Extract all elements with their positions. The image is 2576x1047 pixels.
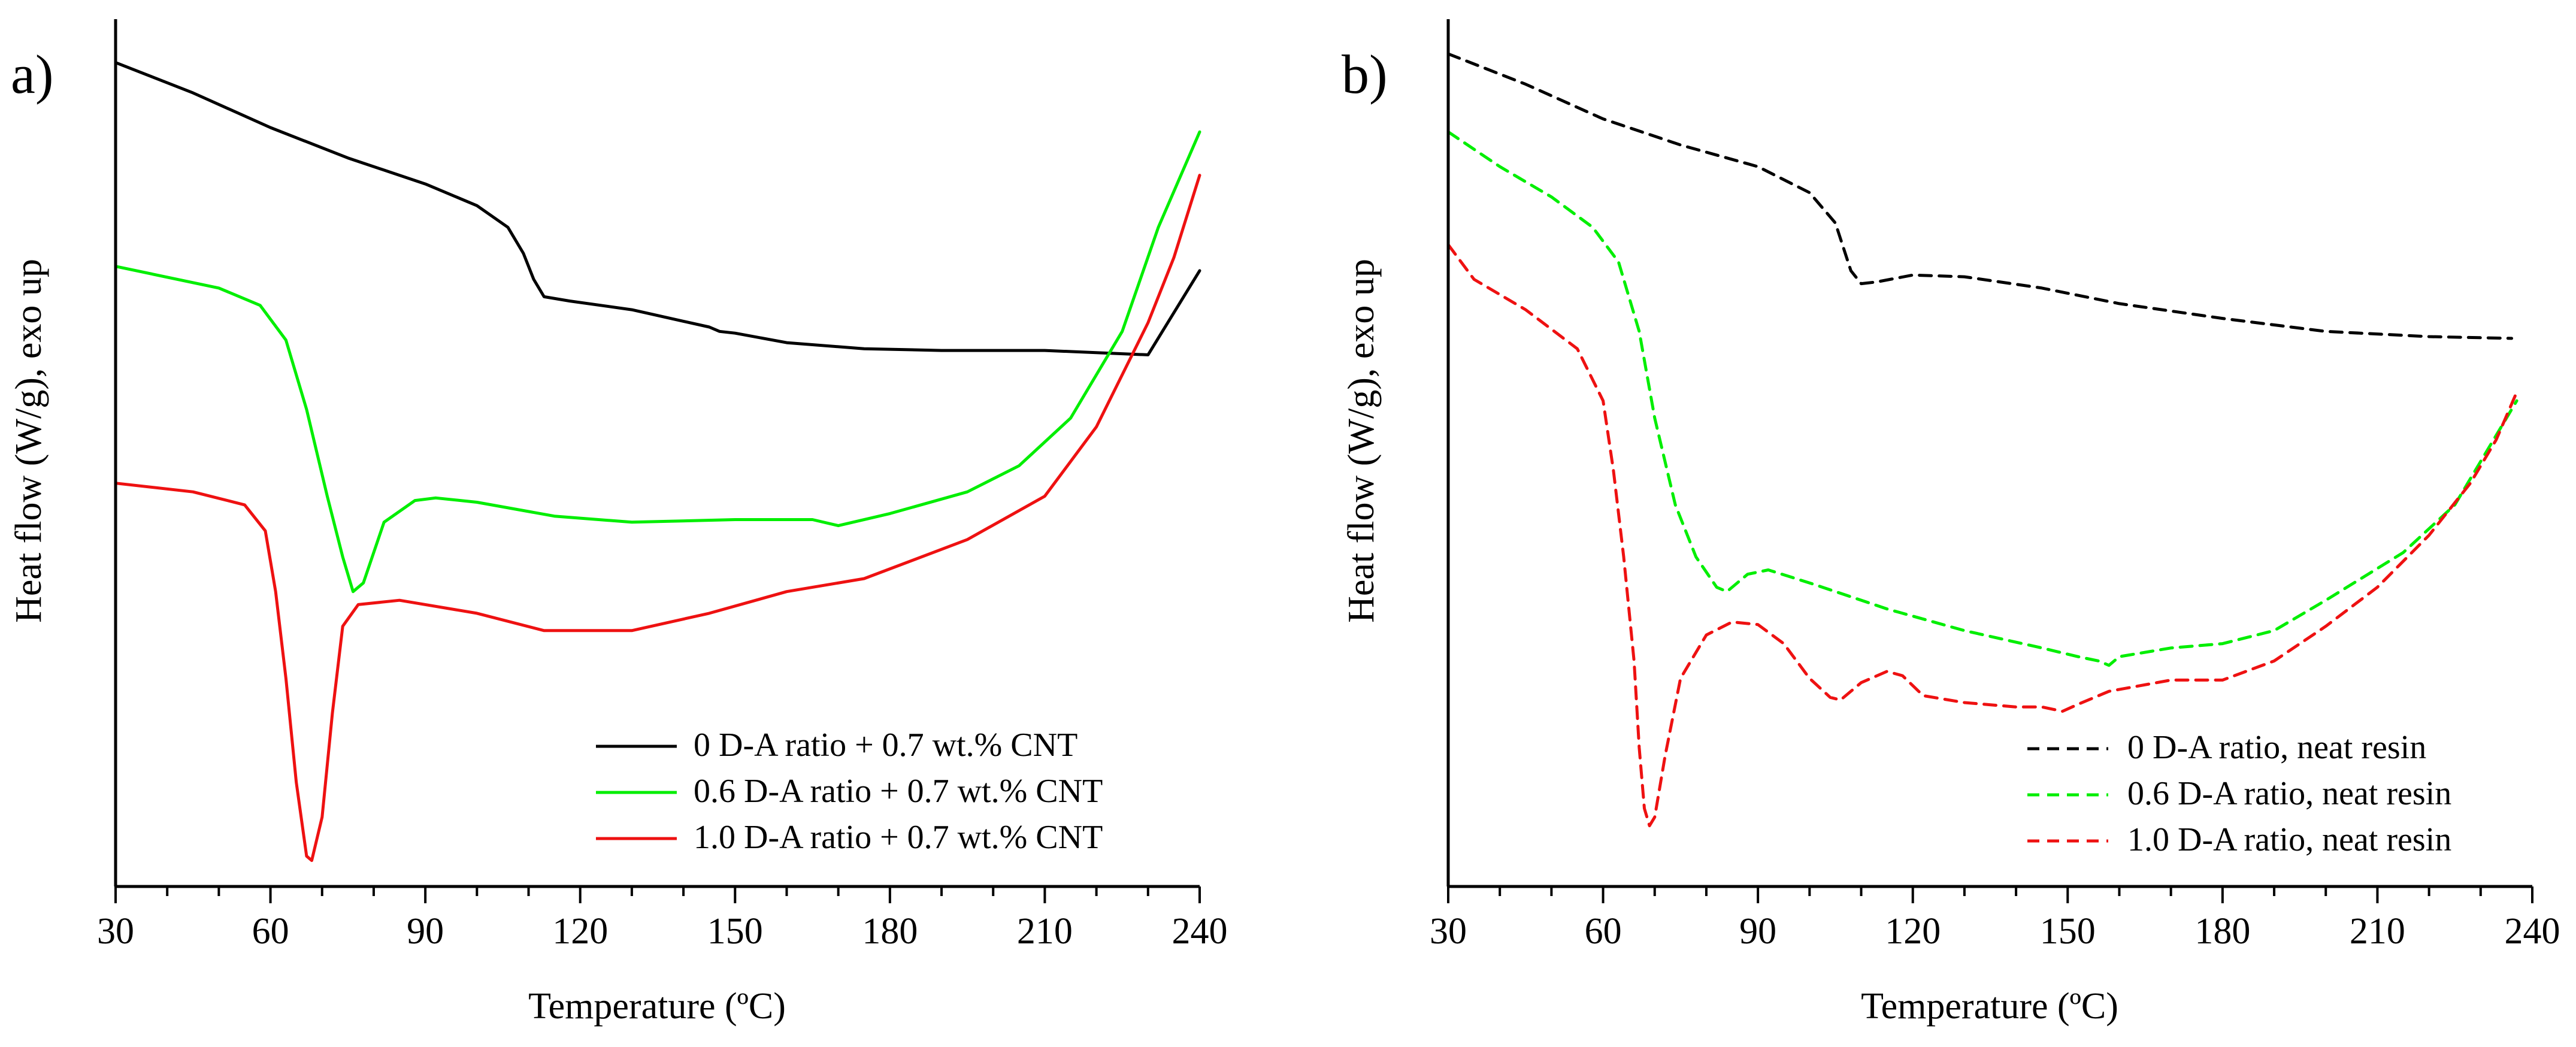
x-tick-label: 180 <box>862 911 918 952</box>
x-tick-label: 240 <box>2505 911 2560 952</box>
panel-a-x-axis-label: Temperature (ºC) <box>528 986 786 1027</box>
panel-a-series <box>114 60 1201 863</box>
series-line-3 <box>114 174 1201 863</box>
panel-a: a) Heat flow (W/g), exo up Temperature (… <box>8 19 1228 1027</box>
legend-label: 0.6 D-A ratio, neat resin <box>2127 775 2451 812</box>
x-tick-label: 210 <box>2350 911 2405 952</box>
panel-b-label: b) <box>1342 44 1388 105</box>
panel-b-series <box>1446 52 2519 828</box>
x-tick-label: 120 <box>552 911 608 952</box>
x-tick-label: 180 <box>2194 911 2250 952</box>
legend-label: 1.0 D-A ratio, neat resin <box>2127 821 2451 858</box>
x-tick-label: 60 <box>1585 911 1622 952</box>
x-tick-label: 90 <box>407 911 444 952</box>
x-tick-label: 150 <box>2040 911 2096 952</box>
legend-label: 1.0 D-A ratio + 0.7 wt.% CNT <box>694 819 1103 856</box>
x-tick-label: 120 <box>1885 911 1941 952</box>
panel-a-y-axis-label: Heat flow (W/g), exo up <box>8 259 49 623</box>
legend-label: 0.6 D-A ratio + 0.7 wt.% CNT <box>694 773 1103 810</box>
panel-a-label: a) <box>11 44 53 105</box>
x-tick-label: 90 <box>1739 911 1776 952</box>
series-line-1 <box>114 60 1201 356</box>
panel-a-legend: 0 D-A ratio + 0.7 wt.% CNT 0.6 D-A ratio … <box>596 727 1103 856</box>
panel-b-y-axis-label: Heat flow (W/g), exo up <box>1341 259 1382 623</box>
series-line-2 <box>1446 130 2519 667</box>
x-tick-label: 30 <box>1430 911 1467 952</box>
x-tick-label: 30 <box>97 911 134 952</box>
x-tick-label: 210 <box>1017 911 1073 952</box>
panel-a-x-ticks: 30 60 90 120 150 180 210 240 <box>97 886 1228 952</box>
legend-label: 0 D-A ratio + 0.7 wt.% CNT <box>694 727 1077 764</box>
series-line-2 <box>114 130 1201 594</box>
panel-b-legend: 0 D-A ratio, neat resin 0.6 D-A ratio, ne… <box>2027 729 2451 858</box>
panel-b: b) Heat flow (W/g), exo up Temperature (… <box>1341 19 2560 1027</box>
legend-label: 0 D-A ratio, neat resin <box>2127 729 2426 766</box>
series-line-1 <box>1446 52 2513 340</box>
x-tick-label: 150 <box>707 911 763 952</box>
x-tick-label: 240 <box>1172 911 1228 952</box>
panel-b-x-ticks: 30 60 90 120 150 180 210 240 <box>1430 886 2560 952</box>
panel-b-x-axis-label: Temperature (ºC) <box>1861 986 2118 1027</box>
series-line-3 <box>1446 243 2519 828</box>
x-tick-label: 60 <box>252 911 289 952</box>
